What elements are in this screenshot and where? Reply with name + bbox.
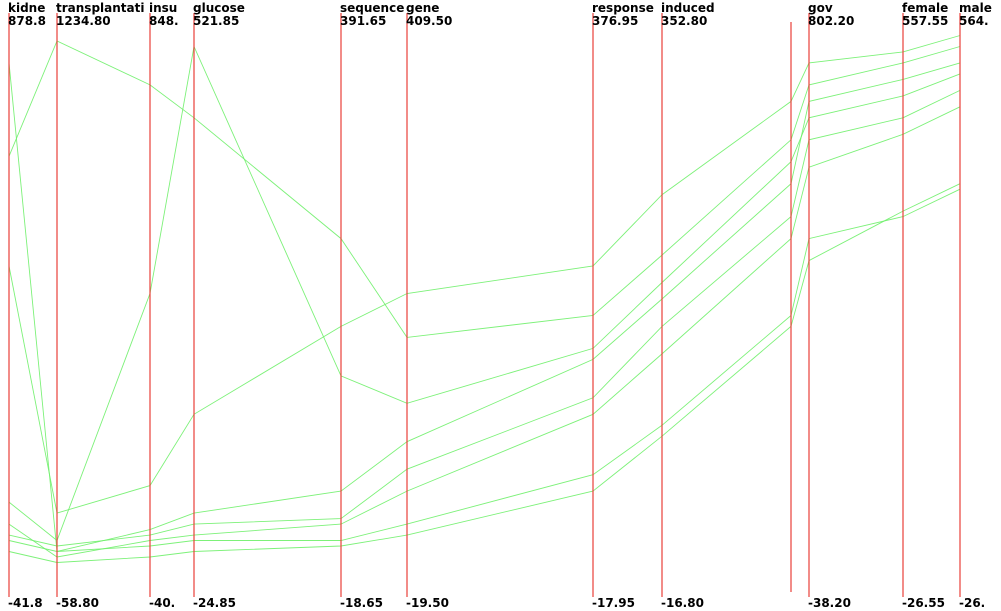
axis-min-label-0: -41.8 xyxy=(8,596,43,610)
axis-name-0: kidne xyxy=(8,1,45,15)
axis-min-label-2: -40. xyxy=(149,596,175,610)
axis-max-label-1: 1234.80 xyxy=(56,14,111,28)
axis-min-label-10: -26.55 xyxy=(902,596,945,610)
series-line-5 xyxy=(8,183,961,563)
axis-max-label-6: 376.95 xyxy=(592,14,638,28)
axis-max-label-2: 848. xyxy=(149,14,179,28)
axis-name-7: induced xyxy=(661,1,715,15)
series-line-7 xyxy=(8,89,961,547)
series-line-4 xyxy=(8,44,961,542)
axis-name-3: glucose xyxy=(193,1,245,15)
axis-min-label-4: -18.65 xyxy=(340,596,383,610)
data-lines-layer xyxy=(8,35,961,563)
axis-name-5: gene xyxy=(406,1,439,15)
axis-min-label-11: -26. xyxy=(959,596,985,610)
axes-layer xyxy=(8,13,961,597)
axis-min-label-3: -24.85 xyxy=(193,596,236,610)
axis-min-label-6: -17.95 xyxy=(592,596,635,610)
axis-name-6: response xyxy=(592,1,654,15)
axis-name-1: transplantati xyxy=(56,1,144,15)
series-line-0 xyxy=(8,62,961,553)
axis-min-label-1: -58.80 xyxy=(56,596,99,610)
axis-name-10: female xyxy=(902,1,948,15)
axis-name-2: insu xyxy=(149,1,177,15)
series-line-3 xyxy=(8,188,961,552)
axis-name-9: gov xyxy=(808,1,833,15)
axis-max-label-5: 409.50 xyxy=(406,14,452,28)
axis-max-label-3: 521.85 xyxy=(193,14,239,28)
axis-min-label-5: -19.50 xyxy=(406,596,449,610)
axis-name-11: male xyxy=(959,1,992,15)
axis-max-label-11: 564. xyxy=(959,14,989,28)
series-line-2 xyxy=(8,40,961,338)
axis-max-label-0: 878.8 xyxy=(8,14,46,28)
axis-name-4: sequence xyxy=(340,1,404,15)
series-line-1 xyxy=(8,106,961,558)
axis-max-label-10: 557.55 xyxy=(902,14,948,28)
axis-max-label-9: 802.20 xyxy=(808,14,854,28)
axis-max-label-7: 352.80 xyxy=(661,14,707,28)
axis-min-label-9: -38.20 xyxy=(808,596,851,610)
axis-min-label-7: -16.80 xyxy=(661,596,704,610)
series-line-6 xyxy=(8,35,961,514)
axis-max-label-4: 391.65 xyxy=(340,14,386,28)
